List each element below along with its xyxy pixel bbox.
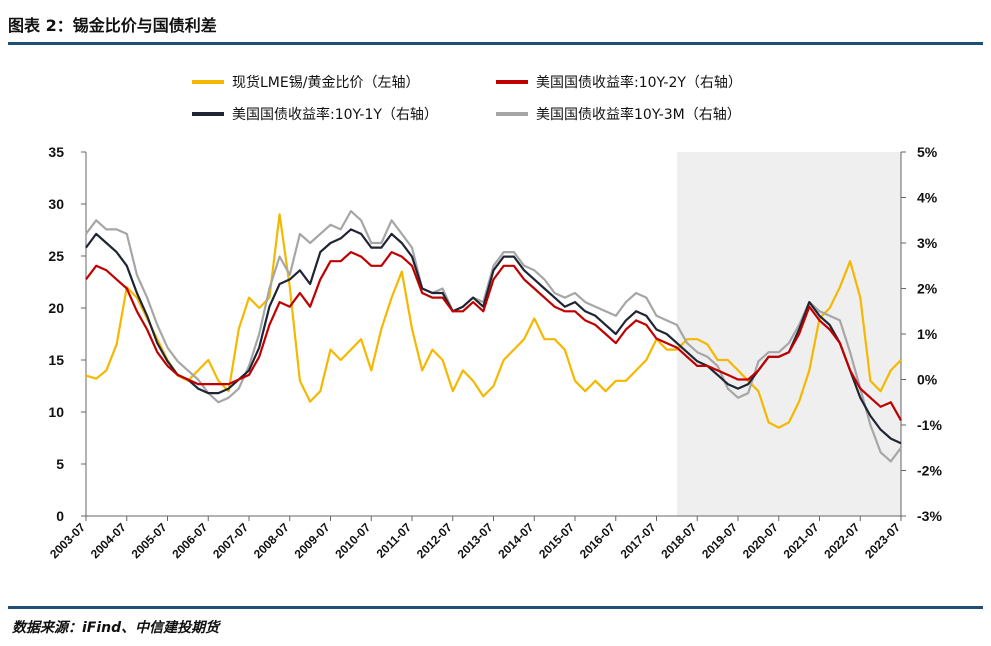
legend-label-tin-gold: 现货LME锡/黄金比价（左轴） [232, 74, 419, 91]
legend: 现货LME锡/黄金比价（左轴） 美国国债收益率:10Y-2Y（右轴） 美国国债收… [192, 74, 742, 123]
series-line-10y3m [85, 210, 902, 463]
right-tick-label: 1% [917, 326, 938, 342]
x-tick-label: 2014-07 [495, 520, 536, 561]
x-tick-label: 2004-07 [88, 520, 129, 561]
x-tick-label: 2011-07 [374, 520, 415, 561]
x-tick-label: 2010-07 [332, 520, 373, 561]
x-tick-label: 2022-07 [821, 520, 862, 561]
x-tick-label: 2006-07 [169, 520, 210, 561]
series-line-10y2y [85, 251, 902, 421]
x-tick-label: 2019-07 [699, 520, 740, 561]
left-tick-label: 15 [48, 352, 64, 368]
x-tick-label: 2008-07 [251, 520, 292, 561]
right-tick-label: 0% [917, 372, 938, 388]
x-tick-label: 2016-07 [577, 520, 618, 561]
x-tick-label: 2018-07 [658, 520, 699, 561]
right-tick-label: -2% [917, 463, 942, 479]
left-tick-label: 5 [56, 456, 64, 472]
right-tick-label: 3% [917, 235, 938, 251]
x-tick-label: 2023-07 [862, 520, 903, 561]
left-tick-label: 30 [48, 196, 64, 212]
x-tick-label: 2017-07 [618, 520, 659, 561]
source-note: 数据来源：iFind、中信建投期货 [12, 620, 220, 636]
x-tick-label: 2013-07 [455, 520, 496, 561]
left-tick-label: 10 [48, 404, 64, 420]
legend-label-10y1y: 美国国债收益率:10Y-1Y（右轴） [232, 106, 438, 123]
left-tick-label: 25 [48, 248, 64, 264]
x-tick-label: 2020-07 [740, 520, 781, 561]
left-tick-label: 35 [48, 144, 64, 160]
series-lines [85, 210, 902, 463]
shaded-region [676, 152, 901, 516]
x-tick-label: 2007-07 [210, 520, 251, 561]
legend-label-10y3m: 美国国债收益率10Y-3M（右轴） [536, 106, 741, 123]
right-tick-label: 5% [917, 144, 938, 160]
left-tick-label: 0 [56, 508, 64, 524]
right-tick-label: 4% [917, 190, 938, 206]
x-tick-label: 2015-07 [536, 520, 577, 561]
x-tick-label: 2009-07 [292, 520, 333, 561]
x-tick-label: 2021-07 [781, 520, 822, 561]
bottom-divider [8, 606, 983, 609]
x-tick-label: 2005-07 [129, 520, 170, 561]
legend-label-10y2y: 美国国债收益率:10Y-2Y（右轴） [536, 74, 742, 91]
x-tick-label: 2012-07 [414, 520, 455, 561]
chart-canvas: 现货LME锡/黄金比价（左轴） 美国国债收益率:10Y-2Y（右轴） 美国国债收… [47, 74, 942, 561]
right-tick-label: -1% [917, 417, 942, 433]
right-tick-label: -3% [917, 508, 942, 524]
chart-title: 图表 2：锡金比价与国债利差 [8, 16, 217, 35]
top-divider [8, 42, 983, 45]
right-tick-label: 2% [917, 281, 938, 297]
left-tick-label: 20 [48, 300, 64, 316]
x-tick-label: 2003-07 [47, 520, 88, 561]
